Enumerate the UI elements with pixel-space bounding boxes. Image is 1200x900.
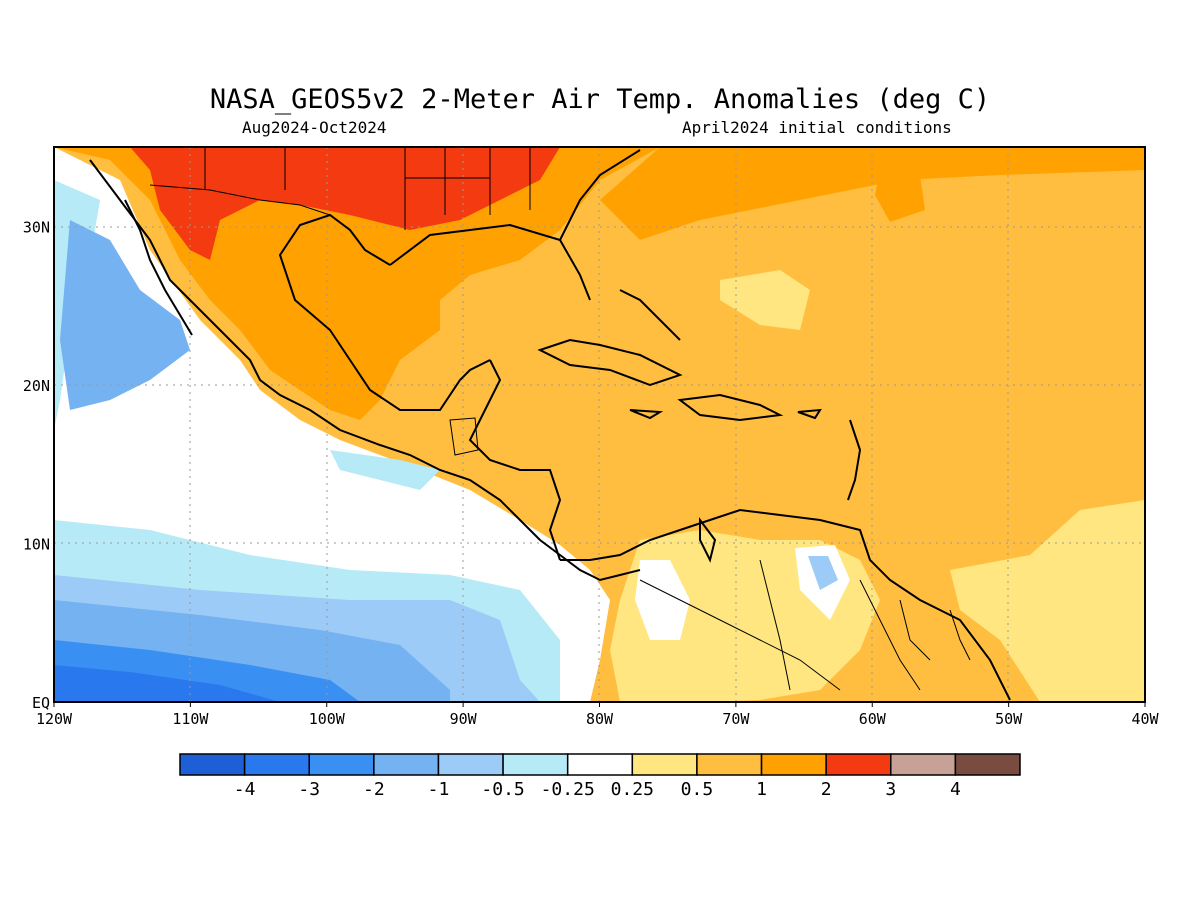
map-plot-area <box>54 147 1145 702</box>
latitude-label: 20N <box>23 377 50 395</box>
colombia-neutral-patch <box>635 560 690 640</box>
venezuela-cool-patch <box>808 556 838 590</box>
southwest-us-hot-zone <box>130 147 560 260</box>
central-atlantic-warm-patch <box>875 170 925 222</box>
color-scale-swatch <box>437 753 504 776</box>
color-scale-label: 3 <box>885 779 896 800</box>
initial-conditions: April2024 initial conditions <box>682 118 952 137</box>
color-scale-swatch <box>502 753 569 776</box>
longitude-label: 100W <box>309 710 346 728</box>
color-scale-swatch <box>890 753 957 776</box>
atlantic-warm-zone <box>600 147 1145 240</box>
longitude-label: 70W <box>722 710 750 728</box>
color-scale-swatch <box>954 753 1021 776</box>
color-scale-swatch <box>825 753 892 776</box>
color-scale-swatch <box>179 753 246 776</box>
color-scale-label: 2 <box>821 779 832 800</box>
longitude-label: 60W <box>859 710 887 728</box>
color-scale-swatch <box>243 753 310 776</box>
longitude-label: 80W <box>586 710 614 728</box>
color-scale-label: -0.5 <box>481 779 524 800</box>
map-title: NASA_GEOS5v2 2-Meter Air Temp. Anomalies… <box>209 84 991 115</box>
longitude-label: 50W <box>995 710 1023 728</box>
pacific-cool-zone-mexico <box>330 450 440 490</box>
pacific-cool-zone-north <box>60 220 190 410</box>
forecast-period: Aug2024-Oct2024 <box>242 118 387 137</box>
graticule <box>54 147 1145 702</box>
latitude-label: 30N <box>23 218 50 236</box>
color-scale-swatch <box>631 753 698 776</box>
political-borders <box>149 147 971 691</box>
color-scale-label: 1 <box>756 779 767 800</box>
longitude-labels: 120W 110W 100W 90W 80W 70W 60W 50W 40W <box>36 702 1160 728</box>
color-scale-swatch <box>566 753 634 776</box>
color-scale-label: -3 <box>298 779 320 800</box>
color-scale-swatch <box>308 753 375 776</box>
color-scale-label: 0.25 <box>611 779 654 800</box>
longitude-label: 90W <box>450 710 478 728</box>
longitude-label: 120W <box>36 710 73 728</box>
latitude-label: EQ <box>32 694 50 712</box>
color-scale-label: -2 <box>363 779 385 800</box>
pacific-cool-zone-5 <box>54 665 280 702</box>
color-scale-label: -0.25 <box>541 779 595 800</box>
color-scale-label: 0.5 <box>681 779 714 800</box>
color-scale-label: -1 <box>428 779 450 800</box>
color-scale-swatch <box>696 753 763 776</box>
latitude-label: 10N <box>23 535 50 553</box>
color-scale-swatch <box>760 753 827 776</box>
color-scale-label: -4 <box>234 779 256 800</box>
longitude-label: 110W <box>172 710 209 728</box>
southeast-atlantic-mild-zone <box>950 500 1145 702</box>
color-scale-bar: -4 -3 -2 -1 -0.5 -0.25 0.25 0.5 1 2 3 4 <box>179 753 1021 800</box>
latitude-labels: EQ 10N 20N 30N <box>23 218 50 712</box>
color-scale-swatch <box>373 753 440 776</box>
color-scale-label: 4 <box>950 779 961 800</box>
atlantic-mild-patch <box>720 270 810 330</box>
longitude-label: 40W <box>1131 710 1159 728</box>
